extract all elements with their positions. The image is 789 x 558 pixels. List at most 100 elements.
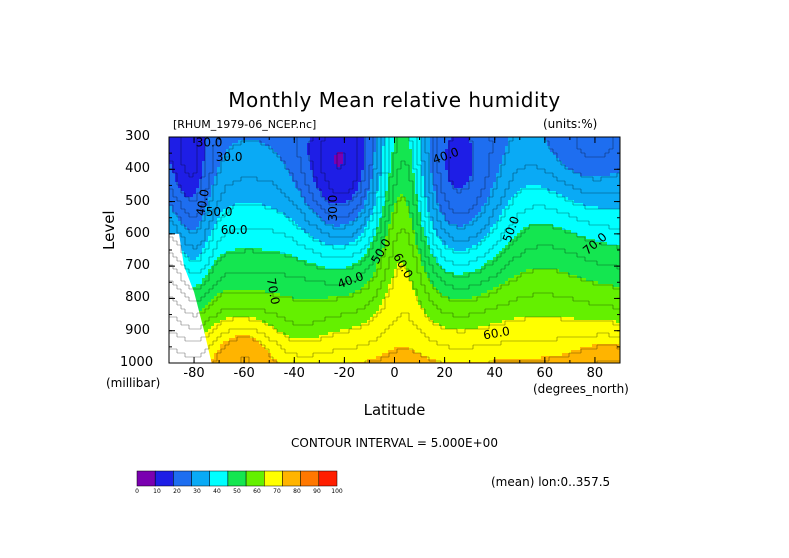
field-cell	[256, 161, 260, 165]
field-cell	[460, 170, 464, 174]
field-cell	[562, 221, 566, 225]
field-cell	[322, 212, 326, 216]
field-cell	[223, 176, 227, 180]
field-cell	[493, 164, 497, 168]
field-cell	[208, 212, 212, 216]
field-cell	[211, 221, 215, 225]
field-cell	[565, 185, 569, 189]
field-cell	[169, 215, 173, 219]
field-cell	[469, 164, 473, 168]
field-cell	[529, 170, 533, 174]
field-cell	[529, 197, 533, 201]
field-cell	[325, 215, 329, 219]
field-cell	[370, 179, 374, 183]
field-cell	[235, 212, 239, 216]
field-cell	[604, 182, 608, 186]
field-cell	[544, 164, 548, 168]
field-cell	[277, 182, 281, 186]
field-cell	[469, 218, 473, 222]
field-cell	[313, 191, 317, 195]
units-label: (units:%)	[543, 117, 598, 131]
field-cell	[547, 227, 551, 231]
field-cell	[373, 182, 377, 186]
field-cell	[355, 227, 359, 231]
field-cell	[481, 158, 485, 162]
field-cell	[265, 215, 269, 219]
field-cell	[196, 161, 200, 165]
field-cell	[484, 191, 488, 195]
field-cell	[478, 206, 482, 210]
field-cell	[367, 191, 371, 195]
field-cell	[562, 206, 566, 210]
field-cell	[490, 227, 494, 231]
field-cell	[271, 191, 275, 195]
field-cell	[475, 206, 479, 210]
field-cell	[205, 233, 209, 237]
field-cell	[445, 200, 449, 204]
field-cell	[190, 218, 194, 222]
field-cell	[565, 224, 569, 228]
field-cell	[610, 152, 614, 156]
field-cell	[190, 152, 194, 156]
field-cell	[400, 212, 404, 216]
field-cell	[499, 212, 503, 216]
field-cell	[277, 233, 281, 237]
field-cell	[550, 212, 554, 216]
field-cell	[340, 173, 344, 177]
field-cell	[397, 200, 401, 204]
field-cell	[499, 179, 503, 183]
field-cell	[331, 200, 335, 204]
field-cell	[544, 215, 548, 219]
field-cell	[442, 167, 446, 171]
field-cell	[406, 149, 410, 153]
field-cell	[574, 173, 578, 177]
field-cell	[334, 173, 338, 177]
field-cell	[511, 194, 515, 198]
field-cell	[430, 176, 434, 180]
field-cell	[526, 152, 530, 156]
field-cell	[499, 209, 503, 213]
field-cell	[604, 167, 608, 171]
field-cell	[571, 173, 575, 177]
field-cell	[337, 182, 341, 186]
field-cell	[376, 203, 380, 207]
field-cell	[172, 188, 176, 192]
field-cell	[604, 212, 608, 216]
field-cell	[385, 209, 389, 213]
field-cell	[394, 140, 398, 144]
field-cell	[280, 206, 284, 210]
field-cell	[313, 230, 317, 234]
field-cell	[193, 173, 197, 177]
field-cell	[499, 224, 503, 228]
field-cell	[568, 218, 572, 222]
field-cell	[307, 176, 311, 180]
field-cell	[280, 176, 284, 180]
field-cell	[262, 191, 266, 195]
field-cell	[184, 164, 188, 168]
field-cell	[412, 215, 416, 219]
field-cell	[460, 218, 464, 222]
field-cell	[445, 212, 449, 216]
field-cell	[184, 149, 188, 153]
field-cell	[376, 218, 380, 222]
field-cell	[529, 230, 533, 234]
field-cell	[466, 152, 470, 156]
field-cell	[187, 209, 191, 213]
field-cell	[553, 170, 557, 174]
field-cell	[406, 200, 410, 204]
field-cell	[424, 167, 428, 171]
field-cell	[529, 221, 533, 225]
field-cell	[214, 203, 218, 207]
field-cell	[190, 170, 194, 174]
field-cell	[574, 209, 578, 213]
field-cell	[412, 227, 416, 231]
field-cell	[190, 158, 194, 162]
field-cell	[436, 173, 440, 177]
field-cell	[436, 188, 440, 192]
field-cell	[331, 137, 335, 141]
field-cell	[403, 218, 407, 222]
field-cell	[208, 203, 212, 207]
field-cell	[469, 188, 473, 192]
field-cell	[316, 179, 320, 183]
field-cell	[289, 203, 293, 207]
